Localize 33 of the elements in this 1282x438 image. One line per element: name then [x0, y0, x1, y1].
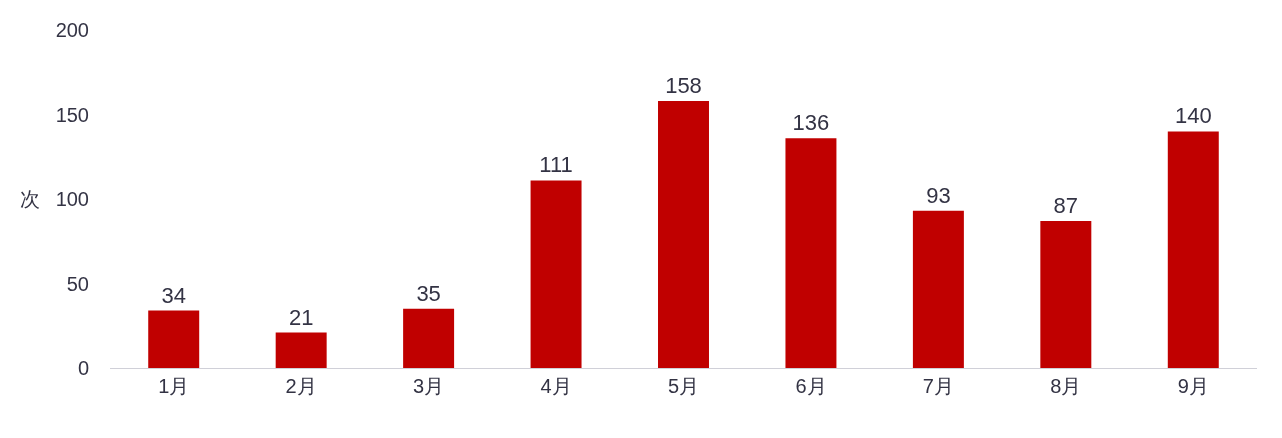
bar — [148, 310, 200, 368]
data-label: 34 — [161, 282, 186, 308]
bar — [912, 210, 964, 368]
data-label: 158 — [665, 72, 702, 98]
x-tick-label: 5月 — [667, 375, 700, 397]
bar — [1167, 131, 1219, 368]
x-tick-label: 6月 — [795, 375, 827, 397]
data-label: 87 — [1053, 192, 1079, 218]
data-label: 93 — [926, 182, 951, 208]
x-tick-label: 9月 — [1177, 375, 1209, 397]
bar — [1040, 220, 1092, 368]
bar — [530, 180, 582, 368]
bar — [658, 100, 709, 368]
y-axis-title: 次 — [20, 188, 40, 210]
x-tick-label: 1月 — [158, 375, 190, 397]
bar — [403, 308, 455, 368]
data-label: 136 — [792, 110, 830, 136]
data-label: 21 — [288, 304, 314, 330]
x-tick-label: 2月 — [285, 375, 317, 397]
y-tick-label: 0 — [77, 357, 89, 379]
data-label: 140 — [1174, 103, 1212, 129]
x-tick-label: 7月 — [922, 375, 954, 397]
x-tick-label: 4月 — [540, 375, 572, 397]
x-tick-label: 8月 — [1050, 375, 1082, 397]
data-label: 111 — [539, 152, 573, 178]
bar — [785, 138, 837, 368]
y-tick-label: 200 — [55, 19, 89, 41]
x-tick-label: 3月 — [413, 375, 445, 397]
y-tick-label: 100 — [55, 188, 89, 210]
bar — [275, 332, 327, 368]
y-tick-label: 50 — [66, 272, 89, 295]
y-tick-label: 150 — [55, 103, 89, 126]
data-label: 35 — [416, 280, 441, 306]
